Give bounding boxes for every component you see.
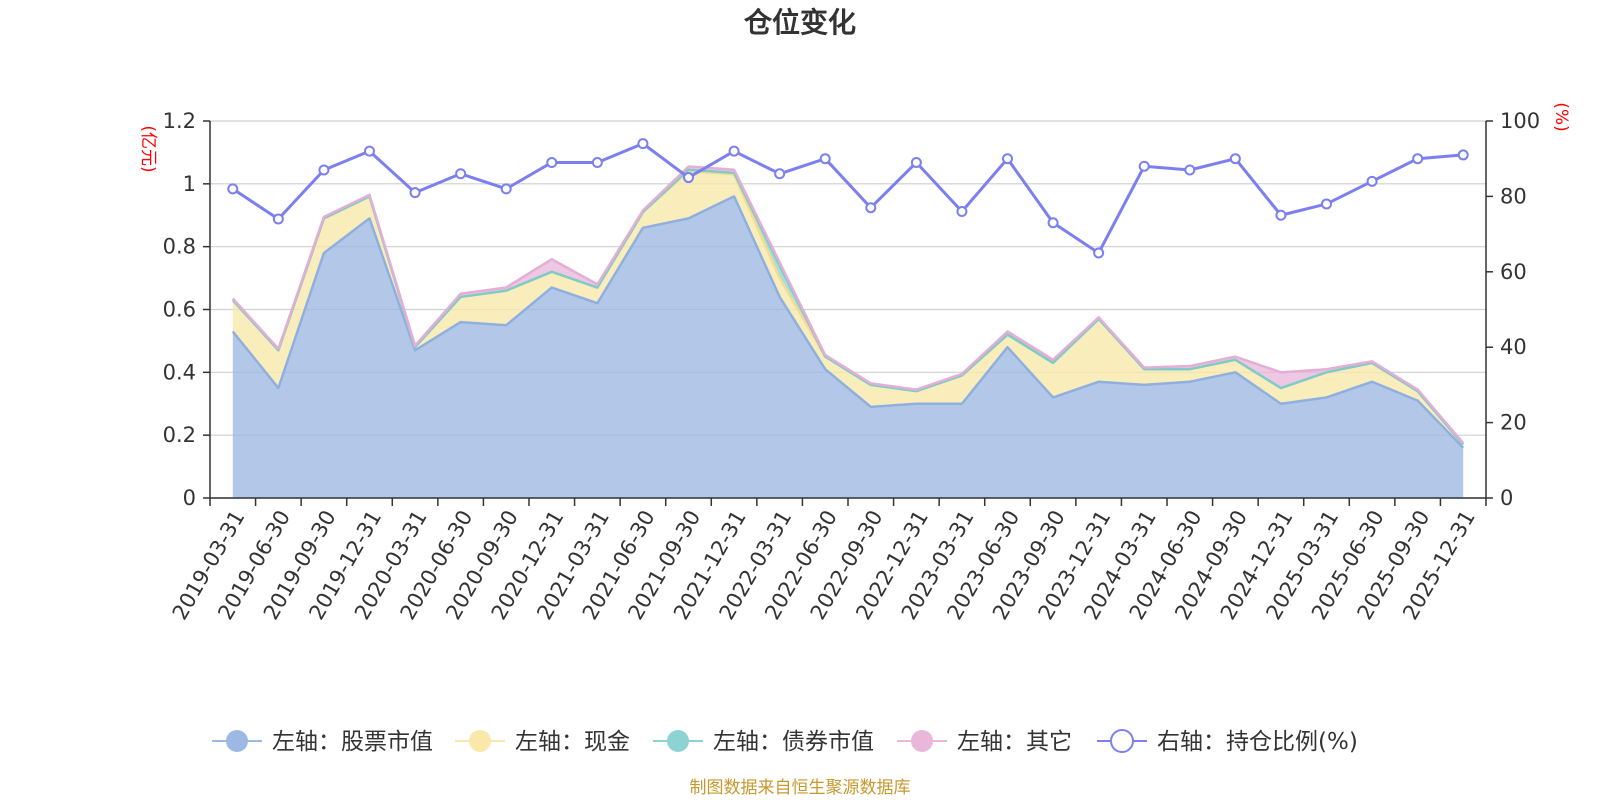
right-tick-label: 40 [1500, 335, 1527, 359]
legend-label: 左轴：现金 [515, 729, 630, 755]
ratio-point [591, 156, 603, 168]
ratio-line [227, 138, 1469, 259]
left-tick-label: 1 [183, 172, 196, 196]
ratio-point [1275, 209, 1287, 221]
legend-label: 右轴：持仓比例(%) [1157, 729, 1358, 755]
ratio-point [1321, 198, 1332, 210]
left-tick-label: 0.4 [163, 360, 196, 384]
ratio-point [409, 187, 421, 199]
ratio-point [546, 156, 558, 168]
legend-item: 左轴：债券市值 [653, 729, 874, 755]
ratio-point [1002, 153, 1013, 165]
right-tick-label: 20 [1500, 411, 1527, 435]
ratio-point [1184, 164, 1196, 176]
legend-marker [1110, 729, 1134, 753]
ratio-point [1093, 247, 1105, 259]
ratio-point [637, 138, 649, 150]
legend-label: 左轴：股票市值 [272, 729, 433, 755]
legend: 左轴：股票市值 左轴：现金 左轴：债券市值 左轴：其它 右轴：持仓比例(%) [212, 729, 1358, 755]
ratio-point [1138, 160, 1150, 172]
legend-item: 左轴：股票市值 [212, 729, 433, 755]
left-tick-label: 0.6 [163, 298, 196, 322]
area-edge-line [231, 165, 1465, 444]
legend-item: 左轴：其它 [897, 729, 1072, 755]
legend-item: 左轴：现金 [455, 729, 630, 755]
legend-label: 左轴：其它 [957, 729, 1072, 755]
legend-marker [226, 730, 248, 752]
area-edge-line [231, 195, 1465, 449]
ratio-point [956, 205, 968, 217]
ratio-point [318, 164, 330, 176]
area-9db8e2 [232, 196, 1464, 498]
left-tick-label: 0 [183, 486, 196, 510]
ratio-point [227, 183, 239, 195]
ratio-point [774, 168, 786, 180]
right-tick-label: 0 [1500, 486, 1513, 510]
ratio-point [683, 172, 694, 184]
ratio-point [272, 213, 284, 225]
legend-item: 右轴：持仓比例(%) [1097, 729, 1358, 755]
ratio-point [910, 156, 922, 168]
ratio-point [819, 153, 831, 165]
ratio-point [1229, 153, 1241, 165]
ratio-point [455, 168, 467, 180]
legend-label: 左轴：债券市值 [713, 729, 874, 755]
ratio-point [728, 145, 740, 157]
area-f9e8a9 [232, 171, 1464, 448]
left-axis-unit: (亿元) [138, 125, 158, 172]
ratio-point [1366, 175, 1378, 187]
ratio-point [500, 183, 512, 195]
chart-title: 仓位变化 [744, 6, 856, 39]
left-tick-label: 0.8 [163, 235, 196, 259]
right-tick-label: 100 [1500, 109, 1540, 133]
source-note: 制图数据来自恒生聚源数据库 [690, 778, 911, 798]
area-edge-line [231, 168, 1465, 446]
right-tick-label: 80 [1500, 184, 1527, 208]
ratio-point [1412, 153, 1424, 165]
ratio-series-line [231, 142, 1464, 255]
legend-marker [469, 730, 491, 752]
left-tick-label: 0.2 [163, 423, 196, 447]
stacked-areas [231, 165, 1465, 498]
left-tick-label: 1.2 [163, 109, 196, 133]
ratio-point [1457, 149, 1469, 161]
right-axis-unit: (%) [1551, 102, 1571, 131]
legend-marker [667, 730, 689, 752]
legend-marker [911, 730, 933, 752]
ratio-point [1047, 217, 1059, 229]
right-tick-label: 60 [1500, 260, 1527, 284]
ratio-point [865, 202, 877, 214]
ratio-point [364, 145, 375, 157]
